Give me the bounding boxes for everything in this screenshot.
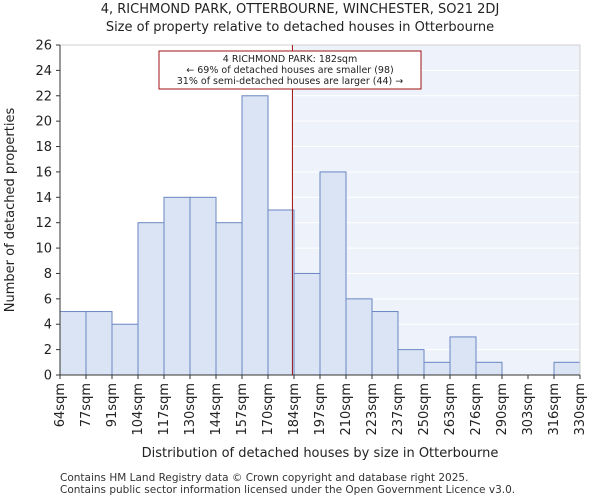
x-tick-label-210sqm: 210sqm [339, 383, 354, 436]
x-tick-label-316sqm: 316sqm [547, 383, 562, 436]
footer-line-2: Contains public sector information licen… [60, 484, 516, 496]
y-tick-label-1: 2 [44, 343, 52, 358]
x-tick-label-263sqm: 263sqm [443, 383, 458, 436]
bar-157sqm [241, 95, 269, 376]
bar-316sqm [553, 361, 581, 376]
bar-276sqm [475, 361, 503, 376]
x-axis-title: Distribution of detached houses by size … [142, 446, 499, 461]
x-tick-label-64sqm: 64sqm [53, 383, 68, 427]
x-tick-label-223sqm: 223sqm [365, 383, 380, 436]
x-tick-label-117sqm: 117sqm [157, 383, 172, 436]
x-tick-label-91sqm: 91sqm [105, 383, 120, 427]
bar-77sqm [85, 311, 113, 376]
annotation-line-1: 4 RICHMOND PARK: 182sqm [223, 54, 357, 65]
y-tick-label-3: 6 [44, 292, 52, 307]
x-tick-label-104sqm: 104sqm [131, 383, 146, 436]
bar-263sqm [449, 336, 477, 376]
bar-130sqm [189, 196, 217, 376]
y-tick-label-6: 12 [35, 216, 52, 231]
y-tick-label-9: 18 [35, 140, 52, 155]
x-tick-label-237sqm: 237sqm [391, 383, 406, 436]
x-tick-label-144sqm: 144sqm [209, 383, 224, 436]
y-tick-label-5: 10 [35, 242, 52, 257]
y-tick-label-10: 20 [35, 115, 52, 130]
annotation-line-2: ← 69% of detached houses are smaller (98… [186, 65, 393, 76]
x-tick-label-197sqm: 197sqm [313, 383, 328, 436]
y-tick-label-4: 8 [44, 267, 52, 282]
x-tick-label-330sqm: 330sqm [573, 383, 588, 436]
footer-line-1: Contains HM Land Registry data © Crown c… [60, 472, 469, 484]
x-tick-label-250sqm: 250sqm [417, 383, 432, 436]
bar-237sqm [397, 349, 425, 376]
y-tick-label-11: 22 [35, 89, 52, 104]
bar-104sqm [137, 222, 165, 376]
chart-title: 4, RICHMOND PARK, OTTERBOURNE, WINCHESTE… [100, 2, 500, 17]
x-tick-label-184sqm: 184sqm [287, 383, 302, 436]
bar-170sqm [267, 209, 295, 376]
x-tick-label-290sqm: 290sqm [495, 383, 510, 436]
x-tick-label-157sqm: 157sqm [235, 383, 250, 436]
bar-223sqm [371, 311, 399, 376]
y-tick-label-2: 4 [44, 318, 52, 333]
bar-250sqm [423, 361, 451, 376]
y-tick-label-13: 26 [35, 39, 52, 54]
x-tick-label-276sqm: 276sqm [469, 383, 484, 436]
bar-91sqm [111, 323, 139, 376]
y-tick-label-8: 16 [35, 165, 52, 180]
y-axis-title: Number of detached properties [3, 108, 18, 313]
x-tick-label-77sqm: 77sqm [79, 383, 94, 427]
bar-64sqm [59, 311, 87, 376]
bar-210sqm [345, 298, 373, 376]
bar-144sqm [215, 222, 243, 376]
x-tick-label-170sqm: 170sqm [261, 383, 276, 436]
bar-184sqm [293, 272, 321, 376]
y-tick-label-0: 0 [44, 369, 52, 384]
y-tick-label-12: 24 [35, 64, 52, 79]
y-tick-label-7: 14 [35, 191, 52, 206]
chart-subtitle: Size of property relative to detached ho… [105, 20, 495, 35]
bar-117sqm [163, 196, 191, 376]
annotation-line-3: 31% of semi-detached houses are larger (… [177, 76, 404, 87]
bar-197sqm [319, 171, 347, 376]
x-tick-label-303sqm: 303sqm [521, 383, 536, 436]
annotation-box [158, 50, 422, 90]
x-tick-label-130sqm: 130sqm [183, 383, 198, 436]
